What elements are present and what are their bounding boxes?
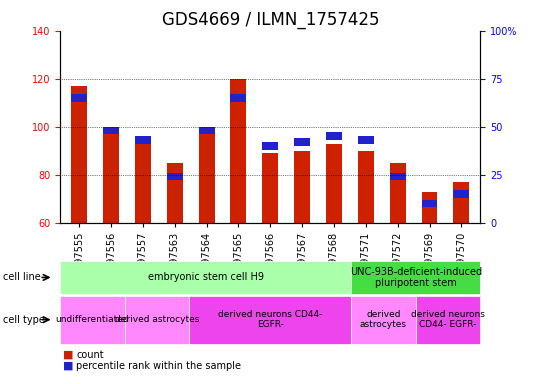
Bar	[422, 200, 437, 207]
Bar	[390, 163, 406, 223]
Bar	[358, 151, 374, 223]
Bar	[103, 127, 119, 223]
Bar	[167, 173, 183, 180]
Bar	[103, 127, 119, 134]
Bar	[390, 173, 406, 180]
Bar	[71, 86, 87, 223]
Bar	[230, 94, 246, 102]
Bar	[326, 132, 342, 140]
Text: cell line: cell line	[3, 272, 40, 283]
Text: ■: ■	[63, 361, 73, 371]
Bar	[453, 182, 470, 223]
Text: UNC-93B-deficient-induced
pluripotent stem: UNC-93B-deficient-induced pluripotent st…	[350, 266, 482, 288]
Bar	[358, 136, 374, 144]
Text: ■: ■	[63, 350, 73, 360]
Text: undifferentiated: undifferentiated	[56, 315, 129, 324]
Bar	[71, 94, 87, 102]
Text: derived neurons CD44-
EGFR-: derived neurons CD44- EGFR-	[218, 310, 323, 329]
Text: embryonic stem cell H9: embryonic stem cell H9	[147, 272, 264, 283]
Text: percentile rank within the sample: percentile rank within the sample	[76, 361, 241, 371]
Text: derived neurons
CD44- EGFR-: derived neurons CD44- EGFR-	[411, 310, 485, 329]
Bar	[326, 144, 342, 223]
Bar	[199, 127, 215, 134]
Bar	[262, 153, 278, 223]
Bar	[294, 151, 310, 223]
Text: count: count	[76, 350, 104, 360]
Bar	[422, 192, 437, 223]
Bar	[262, 142, 278, 150]
Text: derived astrocytes: derived astrocytes	[115, 315, 199, 324]
Bar	[199, 127, 215, 223]
Text: derived
astrocytes: derived astrocytes	[360, 310, 407, 329]
Bar	[167, 163, 183, 223]
Title: GDS4669 / ILMN_1757425: GDS4669 / ILMN_1757425	[162, 12, 379, 30]
Bar	[453, 190, 470, 198]
Bar	[135, 136, 151, 144]
Text: cell type: cell type	[3, 314, 45, 325]
Bar	[230, 79, 246, 223]
Bar	[294, 138, 310, 146]
Bar	[135, 144, 151, 223]
